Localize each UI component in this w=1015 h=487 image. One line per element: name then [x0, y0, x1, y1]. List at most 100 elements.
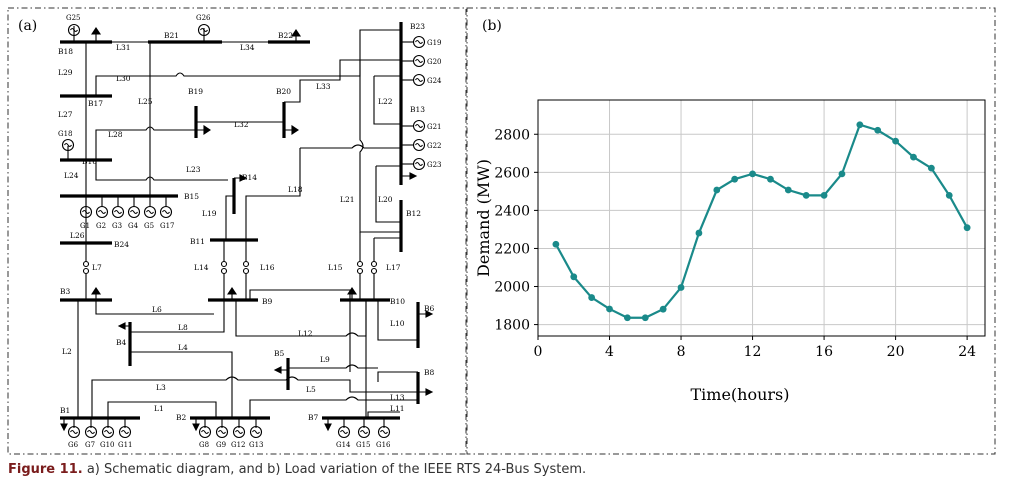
line-label-l24: L24 [64, 171, 79, 180]
line-label-l5: L5 [306, 385, 316, 394]
plot-frame [537, 99, 986, 337]
y-axis-label: Demand (MW) [474, 159, 493, 277]
demand-point [963, 224, 971, 232]
generator-g24 [401, 73, 426, 87]
gen-label-g4: G4 [128, 222, 139, 230]
generator-g1 [79, 196, 93, 219]
x-tick-label: 8 [677, 344, 686, 360]
demand-point [838, 170, 846, 178]
caption-label: Figure 11. [8, 462, 83, 477]
gen-label-g18: G18 [58, 130, 73, 138]
bus-label-b4: B4 [116, 338, 127, 347]
generator-g17 [159, 196, 173, 219]
bus-label-b9: B9 [262, 297, 273, 306]
bus-label-b11: B11 [190, 237, 205, 246]
generator-g12 [232, 418, 246, 439]
generator-g6 [67, 418, 81, 439]
line-label-l26: L26 [70, 231, 85, 240]
gen-label-g7: G7 [85, 441, 95, 449]
demand-point [856, 121, 864, 129]
x-axis-label: Time(hours) [690, 385, 789, 404]
gen-label-g14: G14 [336, 441, 351, 449]
line-label-l10: L10 [390, 319, 405, 328]
bus-label-b14: B14 [242, 173, 257, 182]
generator-g5 [143, 196, 157, 219]
gen-label-g2: G2 [96, 222, 106, 230]
bus-label-b8: B8 [424, 368, 435, 377]
generator-g8 [198, 418, 212, 439]
gen-label-g13: G13 [249, 441, 264, 449]
gen-label-g23: G23 [427, 161, 442, 169]
bus-label-b15: B15 [184, 192, 199, 201]
generator-g23 [401, 157, 426, 171]
schematic-diagram: (a) [18, 14, 442, 449]
demand-point [713, 186, 721, 194]
generator-g14 [337, 418, 351, 439]
generator-g25 [67, 23, 81, 42]
line-label-l27: L27 [58, 110, 73, 119]
transformer-l15 [356, 260, 364, 275]
panel-a-frame [7, 7, 467, 455]
bus-label-b6: B6 [424, 304, 435, 313]
generator-g9 [215, 418, 229, 439]
generator-g18 [61, 138, 75, 160]
gen-label-g25: G25 [66, 14, 81, 22]
generator-g3 [111, 196, 125, 219]
demand-point [677, 284, 685, 291]
generator-g11 [118, 418, 132, 439]
load-chart: (b) 0 4 8 12 16 20 24 1800 2000 2200 2400 2600 2800… [474, 18, 986, 404]
bus-label-b17: B17 [88, 99, 103, 108]
line-label-l1: L1 [154, 404, 164, 413]
bus-bars [60, 22, 420, 420]
demand-point [624, 314, 631, 322]
y-tick-label: 2200 [494, 241, 530, 257]
bus-label-b19: B19 [188, 87, 203, 96]
line-label-l18: L18 [288, 185, 303, 194]
line-label-l11: L11 [390, 404, 405, 413]
bus-label-b3: B3 [60, 287, 71, 296]
gen-label-g10: G10 [100, 441, 115, 449]
demand-point [910, 153, 917, 161]
y-tick-label: 1800 [494, 318, 530, 334]
gen-label-g20: G20 [427, 58, 442, 66]
line-label-l2: L2 [62, 347, 72, 356]
line-label-l31: L31 [116, 43, 131, 52]
generator-g26 [197, 23, 211, 42]
demand-series-line [554, 123, 969, 319]
line-label-l9: L9 [320, 355, 330, 364]
demand-point [749, 170, 756, 178]
line-label-l17: L17 [386, 263, 401, 272]
line-label-l22: L22 [378, 97, 393, 106]
chart-grid [537, 100, 985, 336]
line-label-l32: L32 [234, 120, 249, 129]
bus-labels: B18 B21 B22 B23 B17 B19 B20 B13 B16 B15 … [58, 22, 435, 422]
bus-label-b1b: B1 [60, 406, 70, 415]
x-tick-label: 16 [815, 344, 833, 360]
demand-point [784, 186, 792, 194]
caption-text: a) Schematic diagram, and b) Load variat… [82, 462, 587, 477]
y-ticks: 1800 2000 2200 2400 2600 2800 [494, 127, 538, 334]
generator-g15 [357, 418, 371, 439]
line-label-l16: L16 [260, 263, 275, 272]
generator-g10 [101, 418, 115, 439]
x-tick-label: 12 [744, 344, 762, 360]
line-label-l19: L19 [202, 209, 217, 218]
bus-label-b24: B24 [114, 240, 129, 249]
line-label-l13: L13 [390, 393, 405, 402]
gen-label-g26: G26 [196, 14, 211, 22]
gen-label-g16: G16 [376, 441, 391, 449]
line-label-l30: L30 [116, 74, 131, 83]
gen-label-g22: G22 [427, 142, 442, 150]
line-label-l15: L15 [328, 263, 343, 272]
line-label-l6: L6 [152, 305, 162, 314]
bus-label-b21: B21 [164, 31, 179, 40]
demand-point [802, 191, 810, 199]
line-label-l29: L29 [58, 68, 73, 77]
demand-point [892, 137, 899, 145]
generator-g2 [95, 196, 109, 219]
demand-point [945, 191, 953, 199]
demand-point [731, 175, 739, 183]
demand-point [570, 273, 578, 281]
figure-caption: Figure 11. a) Schematic diagram, and b) … [8, 462, 586, 477]
line-label-l7: L7 [92, 263, 102, 272]
